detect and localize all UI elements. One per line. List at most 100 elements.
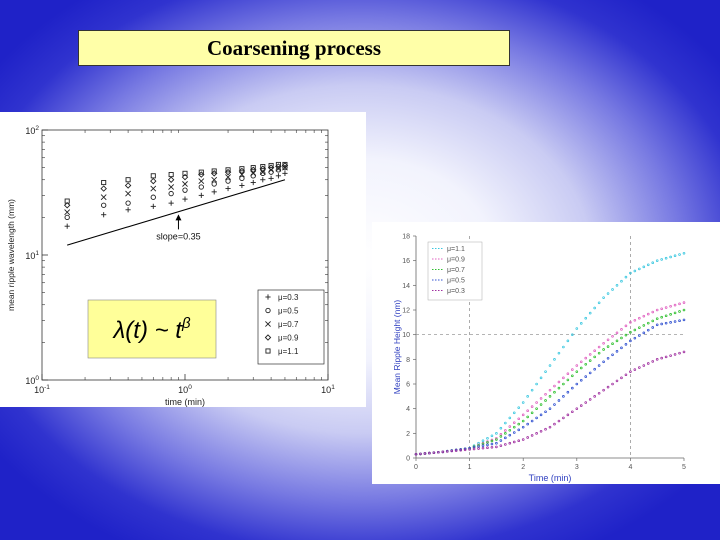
data-point	[125, 177, 131, 183]
data-point	[557, 399, 561, 402]
data-point	[428, 451, 431, 455]
data-point	[651, 326, 655, 329]
data-point	[481, 439, 485, 443]
data-point	[669, 305, 672, 308]
data-point	[597, 391, 601, 395]
x-tick-label: 101	[321, 384, 335, 395]
data-point	[526, 436, 529, 439]
data-point	[486, 441, 489, 444]
data-point	[602, 296, 605, 299]
data-point	[615, 339, 619, 343]
data-point	[620, 336, 623, 340]
data-point	[168, 200, 174, 206]
legend-label: μ=0.9	[447, 257, 465, 264]
series-μ=1.1	[64, 161, 288, 204]
data-point	[282, 164, 288, 171]
data-point	[673, 254, 677, 258]
data-point	[553, 390, 556, 394]
data-point	[508, 433, 512, 437]
data-point	[593, 367, 596, 371]
data-point	[593, 349, 596, 352]
data-point	[678, 253, 681, 256]
data-point	[664, 314, 668, 318]
data-point	[629, 321, 632, 324]
data-point	[638, 267, 641, 271]
slide-title: Coarsening process	[206, 35, 382, 60]
data-point	[504, 432, 507, 435]
y-tick-label: 0	[406, 456, 410, 463]
legend-label: μ=0.7	[278, 320, 299, 329]
data-point	[526, 422, 529, 426]
y-axis-label: Mean Ripple Height (nm)	[392, 300, 402, 395]
data-point	[437, 450, 440, 454]
data-point	[611, 335, 614, 338]
data-point	[499, 439, 503, 442]
x-tick-label: 10-1	[34, 384, 50, 395]
data-point	[669, 313, 672, 316]
data-point	[673, 311, 677, 315]
data-point	[198, 184, 204, 190]
data-point	[454, 449, 458, 452]
legend-box	[427, 241, 483, 301]
data-point	[562, 345, 565, 349]
y-tick-label: 100	[25, 375, 39, 386]
data-point	[490, 446, 494, 449]
data-point	[468, 446, 471, 450]
data-point	[495, 438, 498, 441]
data-point	[579, 404, 583, 407]
data-point	[651, 319, 655, 323]
data-point	[624, 324, 628, 328]
data-point	[225, 174, 231, 181]
data-point	[571, 386, 574, 390]
data-point	[624, 343, 628, 346]
data-point	[499, 444, 503, 447]
data-point	[508, 416, 512, 420]
data-point	[495, 445, 498, 449]
y-tick-label: 4	[406, 406, 410, 413]
data-point	[579, 360, 583, 364]
data-point	[566, 378, 570, 382]
data-point	[557, 386, 561, 390]
data-point	[588, 398, 592, 401]
data-point	[64, 223, 70, 229]
data-point	[642, 265, 646, 269]
data-point	[512, 425, 516, 429]
series-μ=1.1	[414, 251, 686, 456]
data-point	[521, 401, 525, 404]
data-point	[678, 351, 681, 355]
data-point	[611, 288, 614, 291]
data-point	[100, 194, 107, 201]
data-point	[557, 419, 561, 423]
data-point	[584, 401, 588, 404]
series-μ=0.7	[414, 308, 686, 456]
data-point	[615, 331, 619, 335]
data-point	[64, 198, 70, 204]
data-point	[655, 259, 659, 262]
data-point	[150, 173, 156, 179]
data-point	[472, 447, 476, 451]
data-point	[535, 407, 538, 410]
data-point	[150, 177, 157, 185]
data-point	[575, 370, 579, 373]
data-point	[642, 364, 646, 367]
data-point	[597, 351, 601, 355]
data-point	[526, 395, 529, 398]
data-point	[669, 321, 672, 324]
data-point	[477, 447, 480, 450]
data-point	[584, 356, 588, 360]
data-point	[571, 374, 574, 378]
formula-box	[87, 299, 217, 359]
data-point	[150, 194, 156, 200]
y-tick-label: 16	[402, 258, 410, 265]
fit-line	[67, 179, 286, 246]
data-point	[664, 306, 668, 309]
data-point	[611, 342, 614, 346]
data-point	[624, 333, 628, 337]
data-point	[499, 433, 503, 436]
data-point	[620, 279, 623, 283]
data-point	[557, 380, 561, 384]
data-point	[651, 261, 655, 265]
data-point	[508, 441, 512, 445]
data-point	[620, 376, 623, 380]
data-point	[250, 165, 256, 171]
